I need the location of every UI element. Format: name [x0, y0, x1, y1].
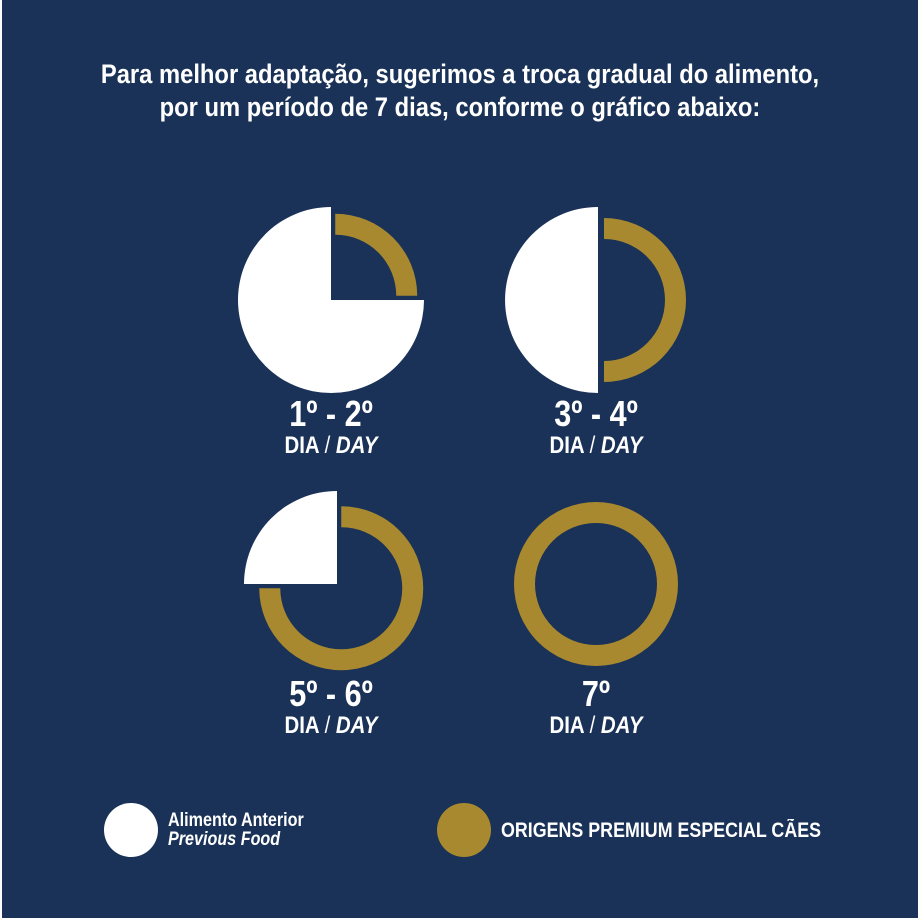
- stage-days: 5º - 6º: [289, 673, 373, 714]
- stage-days: 3º - 4º: [554, 393, 638, 434]
- stage-chart-3: [244, 491, 424, 671]
- stage-label-3: 5º - 6º DIA / DAY: [231, 675, 431, 739]
- stage-day-label: DIA / DAY: [549, 432, 643, 459]
- stage-days: 1º - 2º: [289, 393, 373, 434]
- previous-food-slice: [244, 491, 337, 584]
- stage-chart-2: [505, 207, 686, 393]
- new-food-ring: [335, 213, 418, 296]
- stage-days: 7º: [581, 673, 611, 714]
- stage-label-2: 3º - 4º DIA / DAY: [496, 395, 696, 459]
- previous-food-slice: [505, 207, 598, 393]
- stage-chart-1: [238, 207, 424, 393]
- legend-gold-swatch: [437, 803, 491, 857]
- stage-label-4: 7º DIA / DAY: [496, 675, 696, 739]
- headline: Para melhor adaptação, sugerimos a troca…: [2, 58, 918, 124]
- headline-line-1: Para melhor adaptação, sugerimos a troca…: [100, 59, 820, 89]
- stage-chart-4: [514, 502, 678, 666]
- legend-new-food: ORIGENS PREMIUM ESPECIAL CÃES: [437, 803, 878, 857]
- stage-day-label: DIA / DAY: [284, 712, 378, 739]
- new-food-ring: [604, 218, 686, 382]
- stage-day-label: DIA / DAY: [549, 712, 643, 739]
- legend-previous-text: Alimento Anterior Previous Food: [168, 810, 304, 850]
- stage-day-label: DIA / DAY: [284, 432, 378, 459]
- headline-line-2: por um período de 7 dias, conforme o grá…: [159, 92, 761, 122]
- stage-label-1: 1º - 2º DIA / DAY: [231, 395, 431, 459]
- legend-white-swatch: [104, 803, 158, 857]
- previous-food-slice: [238, 207, 424, 393]
- new-food-ring: [514, 502, 678, 666]
- legend-new-text: ORIGENS PREMIUM ESPECIAL CÃES: [501, 818, 822, 842]
- legend-previous-food: Alimento Anterior Previous Food: [104, 803, 328, 857]
